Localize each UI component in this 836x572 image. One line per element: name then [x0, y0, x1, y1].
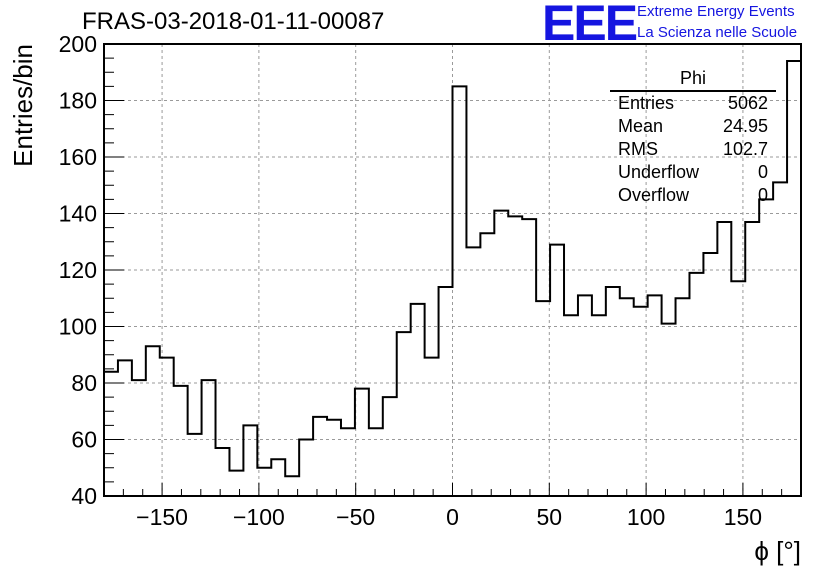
x-tick-label: −100	[233, 504, 285, 530]
stats-row-rms: RMS 102.7	[610, 138, 776, 161]
chart-title: FRAS-03-2018-01-11-00087	[82, 8, 385, 35]
x-axis-ticks	[103, 483, 802, 496]
stats-value: 102.7	[722, 139, 768, 159]
y-tick-label: 180	[59, 88, 97, 114]
stats-label: RMS	[618, 139, 658, 159]
y-tick-label: 80	[71, 370, 97, 396]
x-tick-label: −50	[336, 504, 375, 530]
logo-line-2: La Scienza nelle Scuole	[637, 24, 798, 41]
x-tick-label: 50	[537, 504, 563, 530]
stats-row-underflow: Underflow 0	[610, 161, 776, 184]
x-tick-label: −150	[136, 504, 188, 530]
stats-title: Phi	[610, 68, 776, 92]
x-tick-label: 0	[446, 504, 459, 530]
y-tick-label: 40	[71, 483, 97, 509]
y-tick-label: 60	[71, 427, 97, 453]
eee-logo: EEE	[542, 0, 638, 51]
stats-value: 0	[757, 185, 768, 205]
stats-row-mean: Mean 24.95	[610, 115, 776, 138]
y-axis-ticks	[104, 43, 124, 497]
stats-label: Entries	[618, 93, 675, 113]
logo-line-1: Extreme Energy Events	[637, 3, 795, 20]
y-tick-label: 120	[59, 257, 97, 283]
stats-value: 0	[757, 162, 768, 182]
histogram-step-line	[104, 59, 801, 478]
y-tick-label: 200	[59, 31, 97, 57]
stats-label: Underflow	[618, 162, 700, 182]
x-tick-label: 100	[627, 504, 665, 530]
y-tick-label: 100	[59, 314, 97, 340]
stats-row-overflow: Overflow 0	[610, 184, 776, 207]
x-axis-tick-labels: −150 −100 −50 0 50 100 150	[136, 504, 762, 530]
y-axis-label: Entries/bin	[8, 44, 38, 167]
y-axis-tick-labels: 40 60 80 100 120 140 160 180 200	[59, 31, 97, 509]
stats-label: Overflow	[618, 185, 690, 205]
stats-label: Mean	[618, 116, 664, 136]
stats-box: Phi Entries 5062 Mean 24.95 RMS 102.7 Un…	[610, 68, 776, 207]
stats-value: 24.95	[722, 116, 768, 136]
plot-frame	[103, 43, 802, 497]
x-tick-label: 150	[724, 504, 762, 530]
stats-row-entries: Entries 5062	[610, 92, 776, 115]
x-axis-label: ϕ [°]	[754, 536, 801, 566]
y-tick-label: 160	[59, 144, 97, 170]
y-tick-label: 140	[59, 201, 97, 227]
stats-value: 5062	[727, 93, 768, 113]
